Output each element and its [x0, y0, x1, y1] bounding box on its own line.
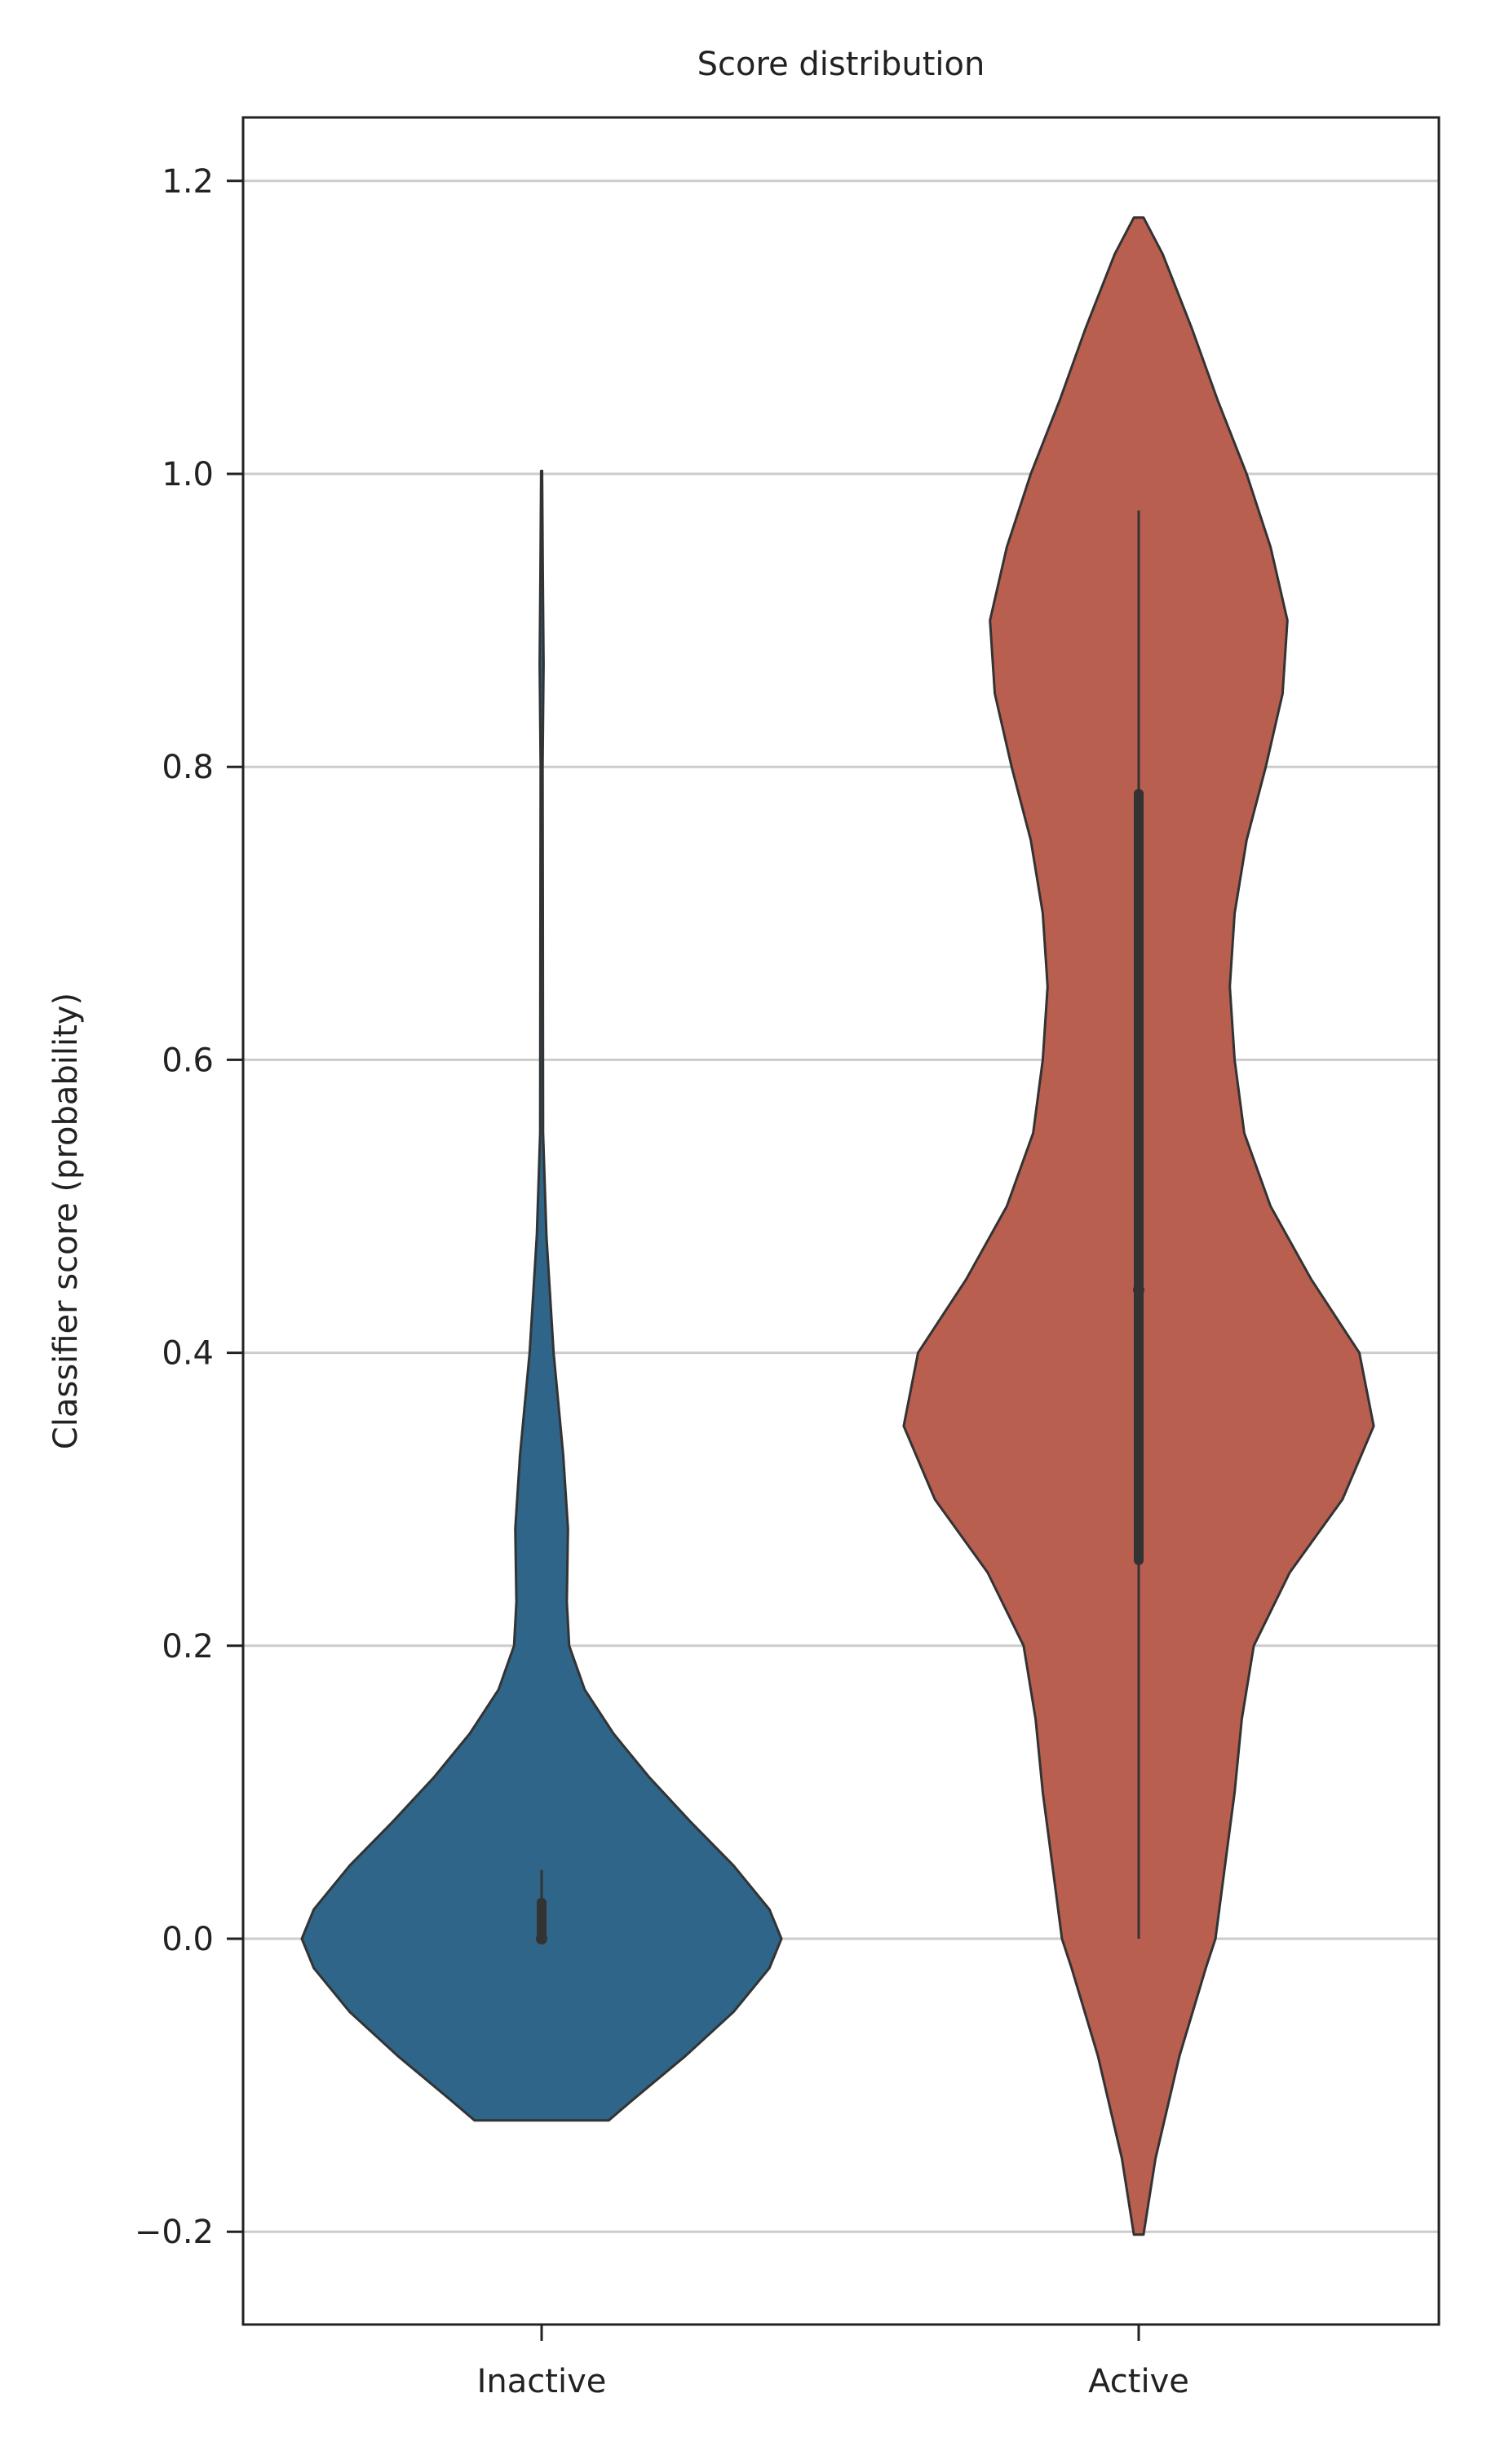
x-tick-label-active: Active — [1088, 2363, 1189, 2400]
iqr-box-active — [1134, 789, 1144, 1566]
y-tick-label: 0.8 — [162, 749, 214, 786]
median-point-inactive — [536, 1933, 547, 1944]
y-tick-label: −0.2 — [135, 2214, 214, 2251]
y-tick-label: 0.4 — [162, 1335, 214, 1373]
median-point-active — [1133, 1284, 1144, 1296]
y-tick-label: 0.6 — [162, 1042, 214, 1079]
y-axis: −0.2 0.0 0.2 0.4 0.6 0.8 1.0 1.2 — [135, 163, 243, 2251]
x-axis: Inactive Active — [477, 2325, 1189, 2400]
y-tick-label: 0.2 — [162, 1628, 214, 1666]
violin-inactive — [300, 469, 783, 2122]
y-tick-label: 1.2 — [162, 163, 214, 201]
box-layer — [536, 510, 1144, 1944]
iqr-box-inactive — [537, 1897, 547, 1939]
y-tick-label: 1.0 — [162, 456, 214, 493]
y-tick-label: 0.0 — [162, 1921, 214, 1958]
plot-frame — [241, 116, 1441, 2326]
y-axis-label: Classifier score (probability) — [47, 993, 85, 1449]
chart-title: Score distribution — [697, 46, 985, 83]
x-tick-label-inactive: Inactive — [477, 2363, 607, 2400]
